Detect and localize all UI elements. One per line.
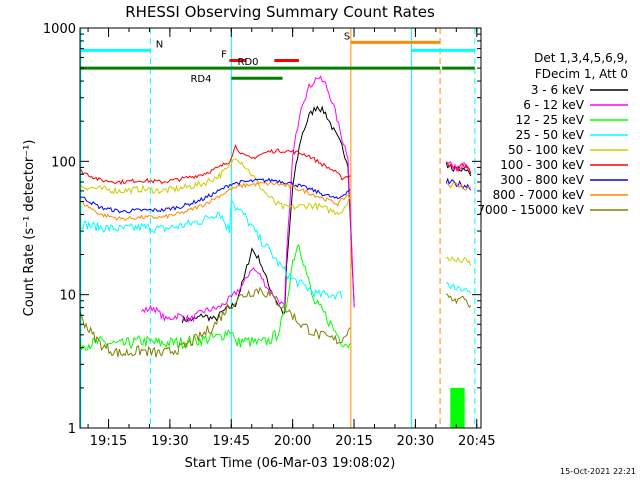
y-tick-label-1: 10 xyxy=(59,289,76,304)
x-tick-label-2: 19:45 xyxy=(213,434,250,449)
series-line-5 xyxy=(79,144,351,186)
x-tick-label-0: 19:15 xyxy=(90,434,127,449)
x-axis: 19:15 19:30 19:45 20:00 20:15 20:30 20:45 xyxy=(87,28,496,449)
state-label-f: F xyxy=(221,50,227,61)
x-tick-label-1: 19:30 xyxy=(151,434,188,449)
x-tick-label-4: 20:15 xyxy=(335,434,372,449)
post-gap-line-6 xyxy=(445,281,472,294)
legend-label-1: 6 - 12 keV xyxy=(523,98,585,112)
legend-label-5: 100 - 300 keV xyxy=(500,158,584,172)
green-block xyxy=(450,387,465,428)
series-line-2 xyxy=(79,243,351,351)
y-tick-label-2: 100 xyxy=(51,155,76,170)
post-gap-line-1 xyxy=(446,161,472,174)
legend: Det 1,3,4,5,6,9, FDecim 1, Att 0 3 - 6 k… xyxy=(477,51,628,217)
post-gap-line-4 xyxy=(446,182,471,191)
plot-frame xyxy=(79,27,482,429)
post-gap-line-2 xyxy=(445,161,472,175)
x-tick-label-3: 20:00 xyxy=(274,434,311,449)
state-label-rd4: RD4 xyxy=(190,74,211,85)
state-label-s: S xyxy=(344,31,350,42)
series-line-1 xyxy=(141,75,355,323)
post-gap-line-5 xyxy=(445,255,472,266)
x-tick-label-5: 20:30 xyxy=(397,434,434,449)
x-tick-label-6: 20:45 xyxy=(458,434,495,449)
legend-label-8: 7000 - 15000 keV xyxy=(477,203,584,217)
legend-label-4: 50 - 100 keV xyxy=(508,143,585,157)
x-axis-label: Start Time (06-Mar-03 19:08:02) xyxy=(185,456,396,471)
series-line-0 xyxy=(181,105,355,324)
series-line-8 xyxy=(79,286,351,358)
legend-header-detectors: Det 1,3,4,5,6,9, xyxy=(534,51,628,65)
legend-label-7: 800 - 7000 keV xyxy=(493,188,585,202)
legend-label-3: 25 - 50 keV xyxy=(516,128,585,142)
post-gap-line-7 xyxy=(445,293,472,309)
state-label-rd0: RD0 xyxy=(238,57,259,68)
chart-title: RHESSI Observing Summary Count Rates xyxy=(125,3,435,21)
series-line-7 xyxy=(79,181,351,222)
y-axis-label: Count Rate (s⁻¹ detector⁻¹) xyxy=(22,140,37,317)
series-line-4 xyxy=(79,158,351,216)
legend-label-0: 3 - 6 keV xyxy=(531,83,585,97)
series-line-6 xyxy=(79,177,351,214)
legend-label-6: 300 - 800 keV xyxy=(500,173,584,187)
y-tick-label-3: 1000 xyxy=(43,22,76,37)
legend-label-2: 12 - 25 keV xyxy=(516,113,585,127)
legend-header-decimation: FDecim 1, Att 0 xyxy=(535,67,628,81)
y-tick-label-0: 1 xyxy=(68,422,76,437)
render-timestamp: 15-Oct-2021 22:21 xyxy=(560,467,636,476)
plot-area: N S F RD0 RD4 xyxy=(79,28,476,428)
series-line-3 xyxy=(79,199,343,301)
state-label-n: N xyxy=(156,39,163,50)
